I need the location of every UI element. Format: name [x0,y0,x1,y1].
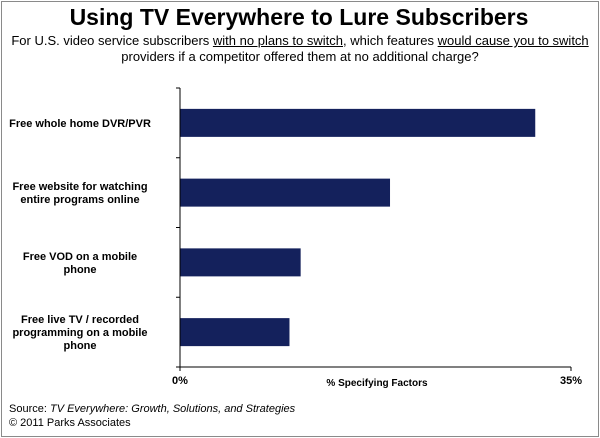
source-prefix: Source: [9,403,50,415]
source-title: TV Everywhere: Growth, Solutions, and St… [49,403,296,415]
bar [180,108,536,137]
category-label: Free live TV / recorded [21,314,139,326]
category-label: phone [64,340,97,352]
x-tick-label: 35% [560,375,582,387]
category-label: Free whole home DVR/PVR [9,118,151,130]
category-label: programming on a mobile [12,327,147,339]
copyright: © 2011 Parks Associates [9,417,131,429]
bar [180,178,391,207]
subtitle-part-3: would cause you to switch [437,33,589,48]
source-note: Source: TV Everywhere: Growth, Solutions… [9,402,295,430]
category-label: phone [64,264,97,276]
chart-title: Using TV Everywhere to Lure Subscribers [69,4,529,30]
x-tick-label: 0% [172,375,188,387]
bar [180,248,301,277]
x-axis-title: % Specifying Factors [326,378,428,389]
chart-subtitle: For U.S. video service subscribers with … [10,33,590,65]
category-label: Free website for watching [12,181,147,193]
category-label: entire programs online [20,194,139,206]
subtitle-part-2: , which features [342,33,438,48]
subtitle-part-4: providers if a competitor offered them a… [121,49,479,64]
subtitle-part-0: For U.S. video service subscribers [11,33,213,48]
bar [180,318,290,347]
category-label: Free VOD on a mobile [23,251,137,263]
subtitle-part-1: with no plans to switch [212,33,343,48]
